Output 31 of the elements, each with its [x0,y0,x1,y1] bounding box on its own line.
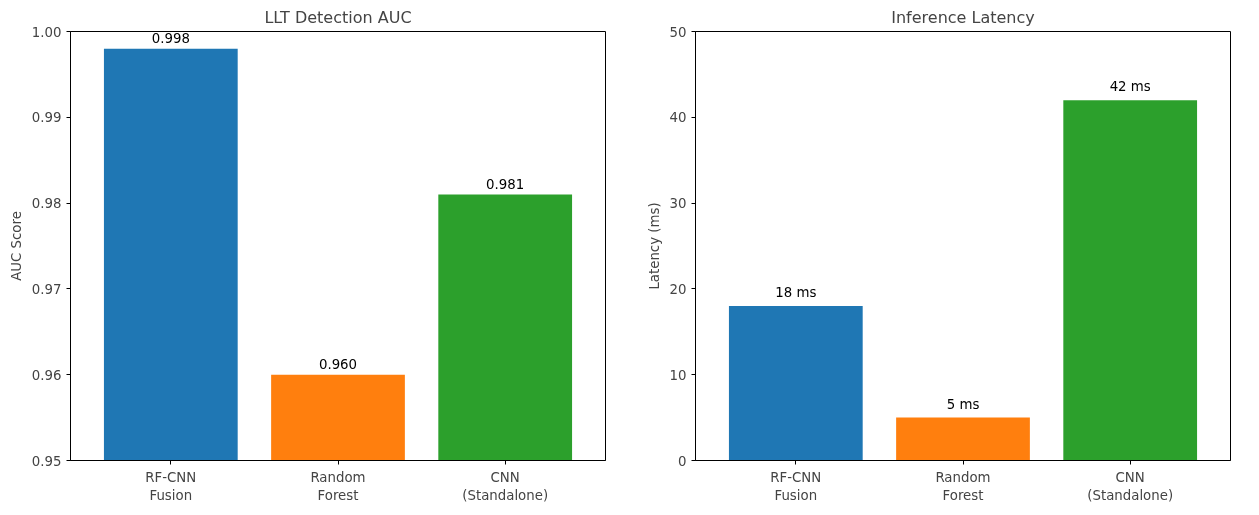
bar [896,417,1030,461]
chart-title: Inference Latency [891,7,1035,27]
data-label: 5 ms [946,396,980,412]
bar [1063,100,1198,461]
y-tick-label: 0.95 [31,453,62,469]
x-tick-label: RF-CNN Fusion [770,469,822,503]
y-tick-label: 0 [678,453,687,469]
x-tick-label: CNN (Standalone) [1087,469,1174,503]
y-tick-label: 0.98 [31,196,62,212]
y-tick-label: 30 [669,196,687,212]
y-tick-label: 0.99 [31,110,62,126]
y-axis-title: AUC Score [8,211,24,281]
data-label: 42 ms [1109,79,1151,95]
y-tick-label: 20 [669,281,687,297]
y-axis-title: Latency (ms) [646,202,662,290]
data-label: 0.981 [486,176,525,192]
y-tick-label: 10 [669,367,687,383]
y-tick-label: 1.00 [31,24,62,40]
chart-title: LLT Detection AUC [264,7,412,27]
x-tick-label: Random Forest [935,469,991,503]
x-tick-label: Random Forest [310,469,366,503]
data-label: 0.960 [318,356,358,372]
x-tick-label: RF-CNN Fusion [145,469,197,503]
y-tick-label: 0.96 [31,367,62,383]
x-tick-label: CNN (Standalone) [462,469,549,503]
y-tick-label: 40 [669,110,687,126]
data-label: 18 ms [775,285,817,301]
data-label: 0.998 [151,30,190,46]
bar [728,306,863,461]
y-tick-label: 0.97 [31,281,62,297]
y-tick-label: 50 [669,24,687,40]
